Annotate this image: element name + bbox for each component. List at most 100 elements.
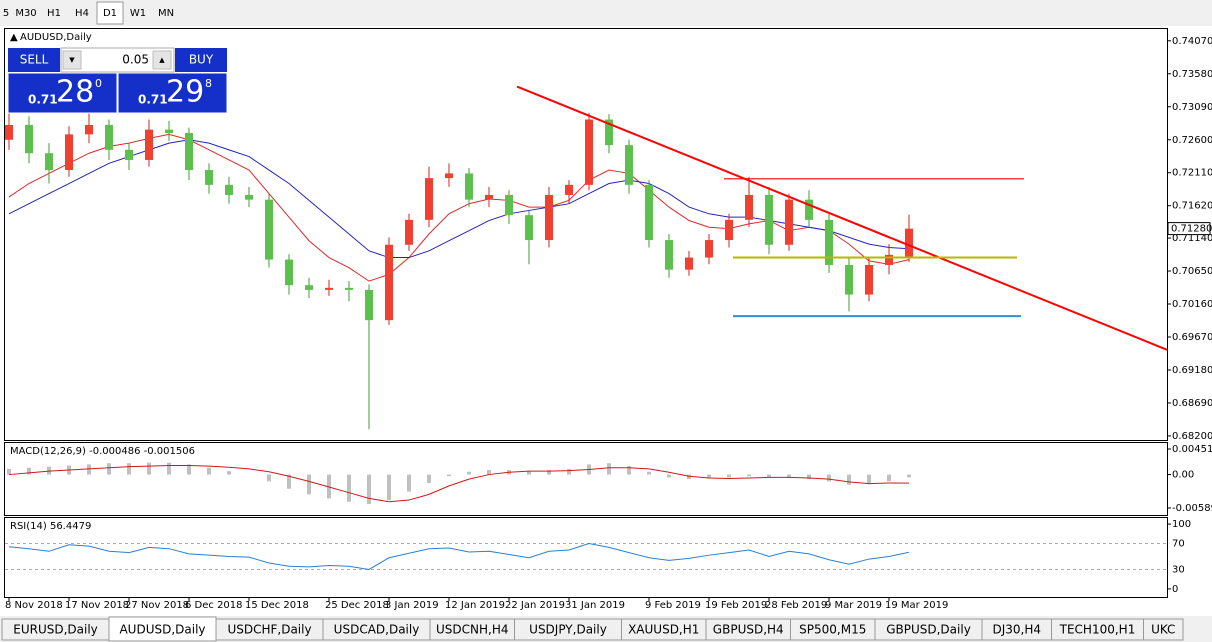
symbol-label: AUDUSD,Daily [20,32,92,43]
symbol-tab-label[interactable]: USDCAD,Daily [334,623,420,637]
macd-bar [7,468,11,475]
candle-body [205,170,213,185]
macd-bar [27,467,31,475]
x-tick-label: 28 Feb 2019 [765,600,827,611]
macd-bar [287,474,291,489]
macd-bar [567,468,571,475]
timeframe-button[interactable]: 5 [3,8,9,19]
bid-box[interactable] [7,72,118,114]
symbol-tab-label[interactable]: USDCNH,H4 [436,623,509,637]
ask-box[interactable] [117,72,228,114]
candle-body [465,173,473,200]
symbol-tab[interactable] [1143,618,1184,641]
y-tick-label: 0.68200 [1172,431,1212,442]
candle-body [905,228,913,257]
symbol-tab-label[interactable]: UKC [1151,623,1175,637]
candle-body [685,257,693,270]
lot-down-arrow[interactable]: ▼ [69,56,75,64]
macd-bar [487,470,491,475]
symbol-tab-label[interactable]: EURUSD,Daily [13,623,98,637]
symbol-tab-label[interactable]: GBPUSD,H4 [713,623,784,637]
macd-label: MACD(12,26,9) -0.000486 -0.001506 [10,446,195,457]
symbol-tab-label[interactable]: XAUUSD,H1 [628,623,699,637]
timeframe-active[interactable] [96,1,124,25]
trade-panel: SELL ▼ ▲ 0.05 BUY 0.71 28 0 0.71 29 8 [7,47,228,114]
y-tick-label: 0.68690 [1172,398,1212,409]
candle-body [45,153,53,171]
candle-body [785,199,793,245]
macd-bar [827,474,831,482]
symbol-tab-label[interactable]: AUDUSD,Daily [119,623,205,637]
symbol-tab-label[interactable]: SP500,M15 [799,623,866,637]
macd-bar [147,462,151,475]
lot-up[interactable] [152,50,172,70]
lot-value[interactable]: 0.05 [122,53,149,67]
macd-bar [607,463,611,475]
macd-bar [227,471,231,475]
timeframe-button[interactable]: H4 [75,8,89,19]
lot-up-arrow[interactable]: ▲ [159,56,165,64]
macd-bar [367,474,371,505]
macd-bar [47,466,51,475]
symbol-tab-label[interactable]: DJ30,H4 [992,623,1041,637]
y-tick-label: 0.72110 [1172,168,1212,179]
candle-body [545,194,553,241]
timeframe-button[interactable]: D1 [103,8,117,19]
timeframe-button[interactable]: M30 [15,8,36,19]
macd-bar [347,474,351,502]
candle-body [585,119,593,185]
macd-bar [427,474,431,484]
candle-body [245,194,253,200]
symbol-marker: ▲ [10,32,18,43]
macd-bar [387,474,391,501]
y-tick-label: 0.69670 [1172,332,1212,343]
buy-button[interactable] [175,48,227,72]
candle-body [325,287,333,290]
current-price-label: 0.71280 [1171,224,1212,235]
sell-button[interactable] [8,48,60,72]
candle-body [185,133,193,171]
x-tick-label: 15 Dec 2018 [245,600,309,611]
toolbar [0,0,1212,26]
symbol-tab-label[interactable]: USDJPY,Daily [529,623,607,637]
candle-body [645,184,653,241]
x-tick-label: 17 Nov 2018 [65,600,129,611]
x-tick-label: 6 Dec 2018 [185,600,243,611]
sell-text[interactable]: SELL [20,53,49,67]
candle-body [105,124,113,150]
candle-body [625,145,633,185]
y-tick-label: 0.72600 [1172,135,1212,146]
macd-bar [327,474,331,499]
timeframe-button[interactable]: W1 [130,8,146,19]
x-tick-label: 19 Feb 2019 [705,600,767,611]
candle-body [125,149,133,160]
candle-body [5,124,13,140]
macd-bar [207,467,211,475]
symbol-tab-label[interactable]: TECH100,H1 [1059,623,1136,637]
macd-bar [767,474,771,478]
timeframe-button[interactable]: H1 [47,8,61,19]
x-tick-label: 9 Feb 2019 [645,600,701,611]
symbol-tab-label[interactable]: GBPUSD,Daily [886,623,971,637]
macd-bar [627,466,631,475]
candle-body [825,219,833,265]
buy-text[interactable]: BUY [189,53,214,67]
macd-bar [267,474,271,482]
macd-bar [727,474,731,478]
lot-down[interactable] [62,50,82,70]
candle-body [525,215,533,241]
candle-body [345,287,353,290]
candle-body [165,129,173,134]
candle-body [565,184,573,195]
rsi-panel [4,517,1168,598]
macd-bar [467,471,471,475]
symbol-tab-label[interactable]: USDCHF,Daily [227,623,311,637]
candle-body [305,285,313,290]
timeframe-button[interactable]: MN [158,8,174,19]
y-tick-label: 0.73090 [1172,102,1212,113]
x-tick-label: 9 Mar 2019 [825,600,882,611]
macd-bar [787,474,791,478]
x-tick-label: 3 Jan 2019 [385,600,439,611]
candle-body [145,129,153,160]
macd-bar [167,462,171,475]
